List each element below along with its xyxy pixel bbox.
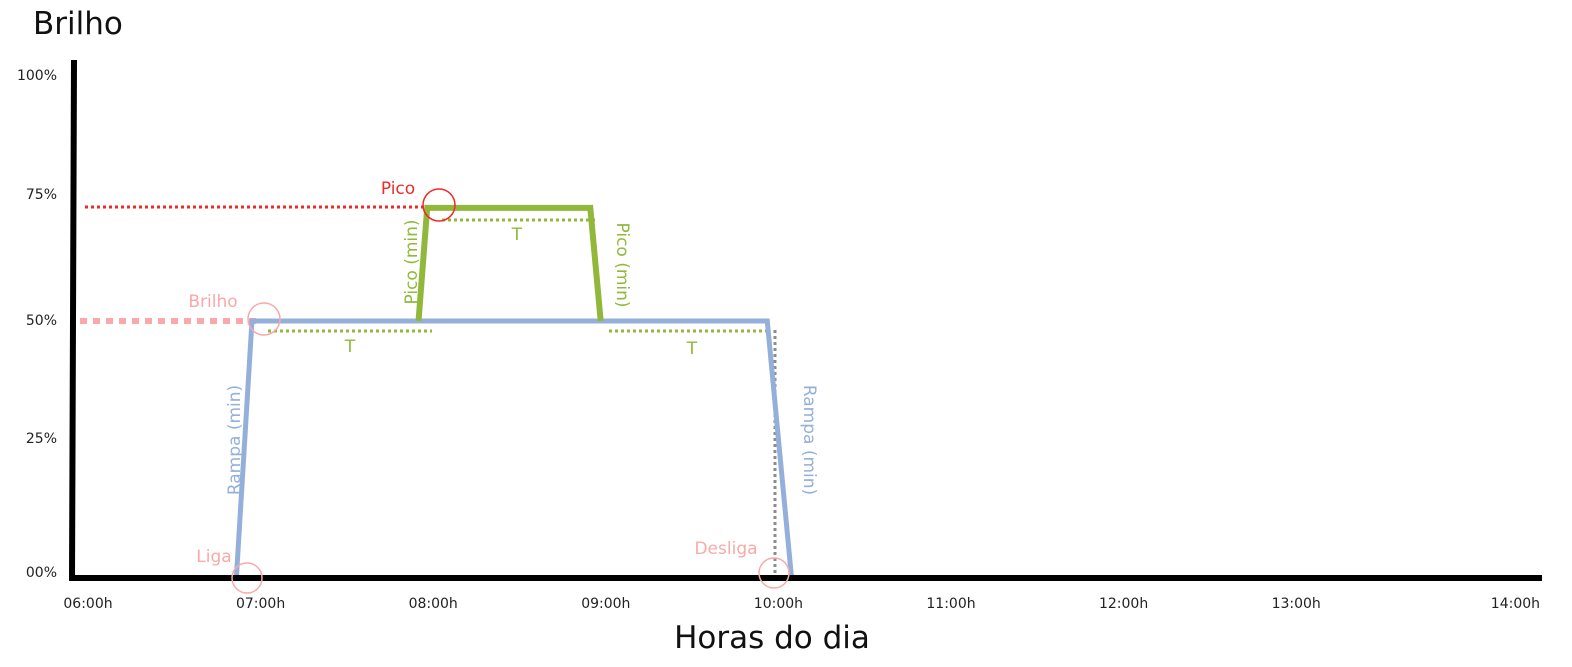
y-tick-label: 100% [17,68,57,84]
on-marker-circle [231,562,263,594]
off-marker-circle [758,557,790,589]
y-tick-label: 25% [26,431,57,447]
x-tick-label: 06:00h [63,596,112,612]
peak-ramp-up-label: Pico (min) [402,219,422,304]
brightness-label: Brilho [188,292,237,312]
y-tick-label: 75% [26,187,57,203]
peak-ramp-down-label: Pico (min) [612,222,632,307]
ramp-up-label: Rampa (min) [225,385,245,495]
x-tick-label: 08:00h [409,596,458,612]
t-label: T [686,339,698,359]
chart-title: Brilho [33,6,123,42]
peak-marker-circle [422,188,456,222]
x-tick-label: 12:00h [1099,596,1148,612]
x-tick-label: 09:00h [581,596,630,612]
series-line-rampa [233,318,795,579]
t-label: T [344,337,356,357]
series-line-pico [415,204,604,322]
y-axis [69,59,77,581]
y-tick-label: 00% [26,565,57,581]
x-tick-label: 07:00h [236,596,285,612]
x-tick-label: 10:00h [754,596,803,612]
peak-label: Pico [381,179,415,199]
t-label: T [511,225,523,245]
on-label: Liga [196,547,231,567]
x-axis-label: Horas do dia [674,620,870,656]
ramp-down-label: Rampa (min) [799,385,819,495]
x-tick-label: 14:00h [1491,596,1540,612]
y-tick-label: 50% [26,313,57,329]
brightness-marker-circle [247,302,281,336]
x-tick-label: 13:00h [1272,596,1321,612]
x-tick-label: 11:00h [926,596,975,612]
off-label: Desliga [694,539,757,559]
